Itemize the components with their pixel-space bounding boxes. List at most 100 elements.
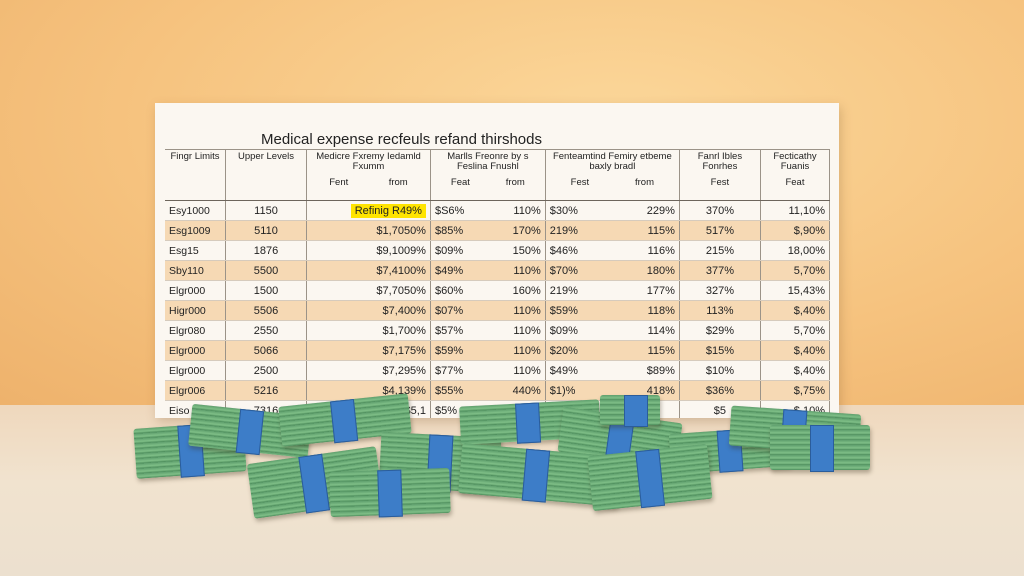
cell-value: $,40% — [793, 364, 825, 377]
table-cell: 5216 — [225, 380, 307, 401]
table-cell: Esg1009 — [165, 220, 226, 241]
table-cell: $59% 118% — [545, 300, 680, 321]
cell-value: $5% — [434, 404, 457, 417]
cell-value: 115% — [647, 224, 675, 237]
cell-value: 110% — [513, 364, 541, 377]
cell-value: 160% — [512, 284, 541, 297]
currency-band — [810, 425, 834, 472]
col-header: Fecticathy Fuanis Feat — [760, 149, 831, 201]
table-cell: $7,175% — [306, 340, 431, 361]
cell-value: $49% — [549, 364, 578, 377]
cell-value: $49% — [434, 264, 464, 277]
table-cell: $30% 229% — [545, 200, 680, 221]
cell-value: 229% — [646, 204, 675, 217]
table-cell: $15% — [679, 340, 761, 361]
cell-value: $20% — [549, 344, 578, 357]
table-cell: $60% 160% — [430, 280, 546, 301]
cell-value: $7,400% — [382, 304, 426, 317]
table-cell: $7,295% — [306, 360, 431, 381]
cell-value: $,75% — [793, 384, 825, 397]
table-cell: 1500 — [225, 280, 307, 301]
cell-value: 18,00% — [787, 244, 825, 257]
cell-value: $70% — [549, 264, 578, 277]
table-row: Elgr000 2500 $7,295% $77% 110% $49% $89% $10% $,… — [165, 360, 831, 381]
table-cell: 18,00% — [760, 240, 831, 261]
cell-value: 110% — [513, 344, 541, 357]
cell-value: 215% — [705, 244, 734, 257]
col-header: Fenteamtind Femiry etbeme baxly bradl Fe… — [545, 149, 680, 201]
cash-stack — [600, 395, 660, 427]
cell-value: Sby110 — [169, 264, 204, 277]
cell-value: $,40% — [793, 304, 825, 317]
cash-stack — [770, 425, 870, 472]
table-cell: $70% 180% — [545, 260, 680, 281]
cell-value: 170% — [512, 224, 541, 237]
table-cell: 5110 — [225, 220, 307, 241]
cell-value: Elgr000 — [169, 344, 206, 357]
threshold-table: Fingr Limits Upper Levels Medicre Fxremy… — [165, 149, 831, 418]
cell-value: $1)% — [549, 384, 576, 397]
table-cell: $57% 110% — [430, 320, 546, 341]
table-cell: 15,43% — [760, 280, 831, 301]
col-header: Medicre Fxremy Iedamld Fxumm Fent from — [306, 149, 431, 201]
cell-value: $5,1 — [404, 404, 426, 417]
table-cell: 5,70% — [760, 260, 831, 281]
table-row: Higr000 5506 $7,400% $07% 110% $59% 118% 113% $,… — [165, 300, 831, 321]
cell-value: Esy1000 — [169, 204, 210, 217]
cell-value: 219% — [549, 224, 578, 237]
cash-stack — [587, 443, 713, 512]
cell-value: 110% — [513, 204, 541, 217]
cell-value: $09% — [434, 244, 464, 257]
cell-value: $55% — [434, 384, 464, 397]
table-cell: $49% $89% — [545, 360, 680, 381]
cell-value: Elgr000 — [169, 364, 206, 377]
cell-value: 114% — [647, 324, 675, 337]
table-row: Elgr006 5216 $4,139% $55% 440% $1)% 418% $36% $,… — [165, 380, 831, 401]
table-cell: 219% 115% — [545, 220, 680, 241]
table-cell: Sby110 — [165, 260, 226, 281]
cell-value: 370% — [705, 204, 734, 217]
col-header: Fanrl Ibles Fonrhes Fest — [679, 149, 761, 201]
table-cell: 215% — [679, 240, 761, 261]
table-cell: Esg15 — [165, 240, 226, 261]
currency-band — [235, 408, 265, 456]
table-cell: $,75% — [760, 380, 831, 401]
cell-value: Esg1009 — [169, 224, 211, 237]
cell-value: 327% — [705, 284, 734, 297]
cell-value: $7,4100% — [376, 264, 426, 277]
table-cell: 5,70% — [760, 320, 831, 341]
cell-value: $09% — [549, 324, 578, 337]
table-cell: $S6% 110% — [430, 200, 546, 221]
table-cell: Elgr080 — [165, 320, 226, 341]
table-row: Esg15 1876 $9,1009% $09% 150% $46% 116% 215% 18,… — [165, 240, 831, 261]
cell-value: 110% — [513, 324, 541, 337]
table-cell: 11,10% — [760, 200, 831, 221]
table-row: Esy1000 1150 Refinig R49% $S6% 110% $30% 229% 3… — [165, 200, 831, 221]
cell-value: $89% — [646, 364, 675, 377]
table-cell: 5506 — [225, 300, 307, 321]
cell-value: 110% — [513, 264, 541, 277]
cell-value: 1150 — [254, 204, 278, 217]
table-cell: 2500 — [225, 360, 307, 381]
table-row: Sby110 5500 $7,4100% $49% 110% $70% 180% 377% 5,… — [165, 260, 831, 281]
cell-value: $7,295% — [382, 364, 426, 377]
cell-value: Esg15 — [169, 244, 199, 257]
table-cell: 2550 — [225, 320, 307, 341]
table-cell: Elgr000 — [165, 340, 226, 361]
cell-value: $59% — [549, 304, 578, 317]
table-cell: $59% 110% — [430, 340, 546, 361]
cell-value: $30% — [549, 204, 578, 217]
cell-value: 116% — [647, 244, 675, 257]
currency-band — [377, 469, 403, 518]
cell-value: 418% — [646, 384, 675, 397]
table-cell: 370% — [679, 200, 761, 221]
table-row: Elgr000 1500 $7,7050% $60% 160% 219% 177% 327% 1… — [165, 280, 831, 301]
cell-value: 5506 — [253, 304, 279, 317]
table-cell: Refinig R49% — [306, 200, 431, 221]
cell-value: 5216 — [253, 384, 279, 397]
table-cell: $7,400% — [306, 300, 431, 321]
table-cell: $7,7050% — [306, 280, 431, 301]
cell-value: 177% — [646, 284, 675, 297]
table-cell: $,90% — [760, 220, 831, 241]
table-cell: $7,4100% — [306, 260, 431, 281]
